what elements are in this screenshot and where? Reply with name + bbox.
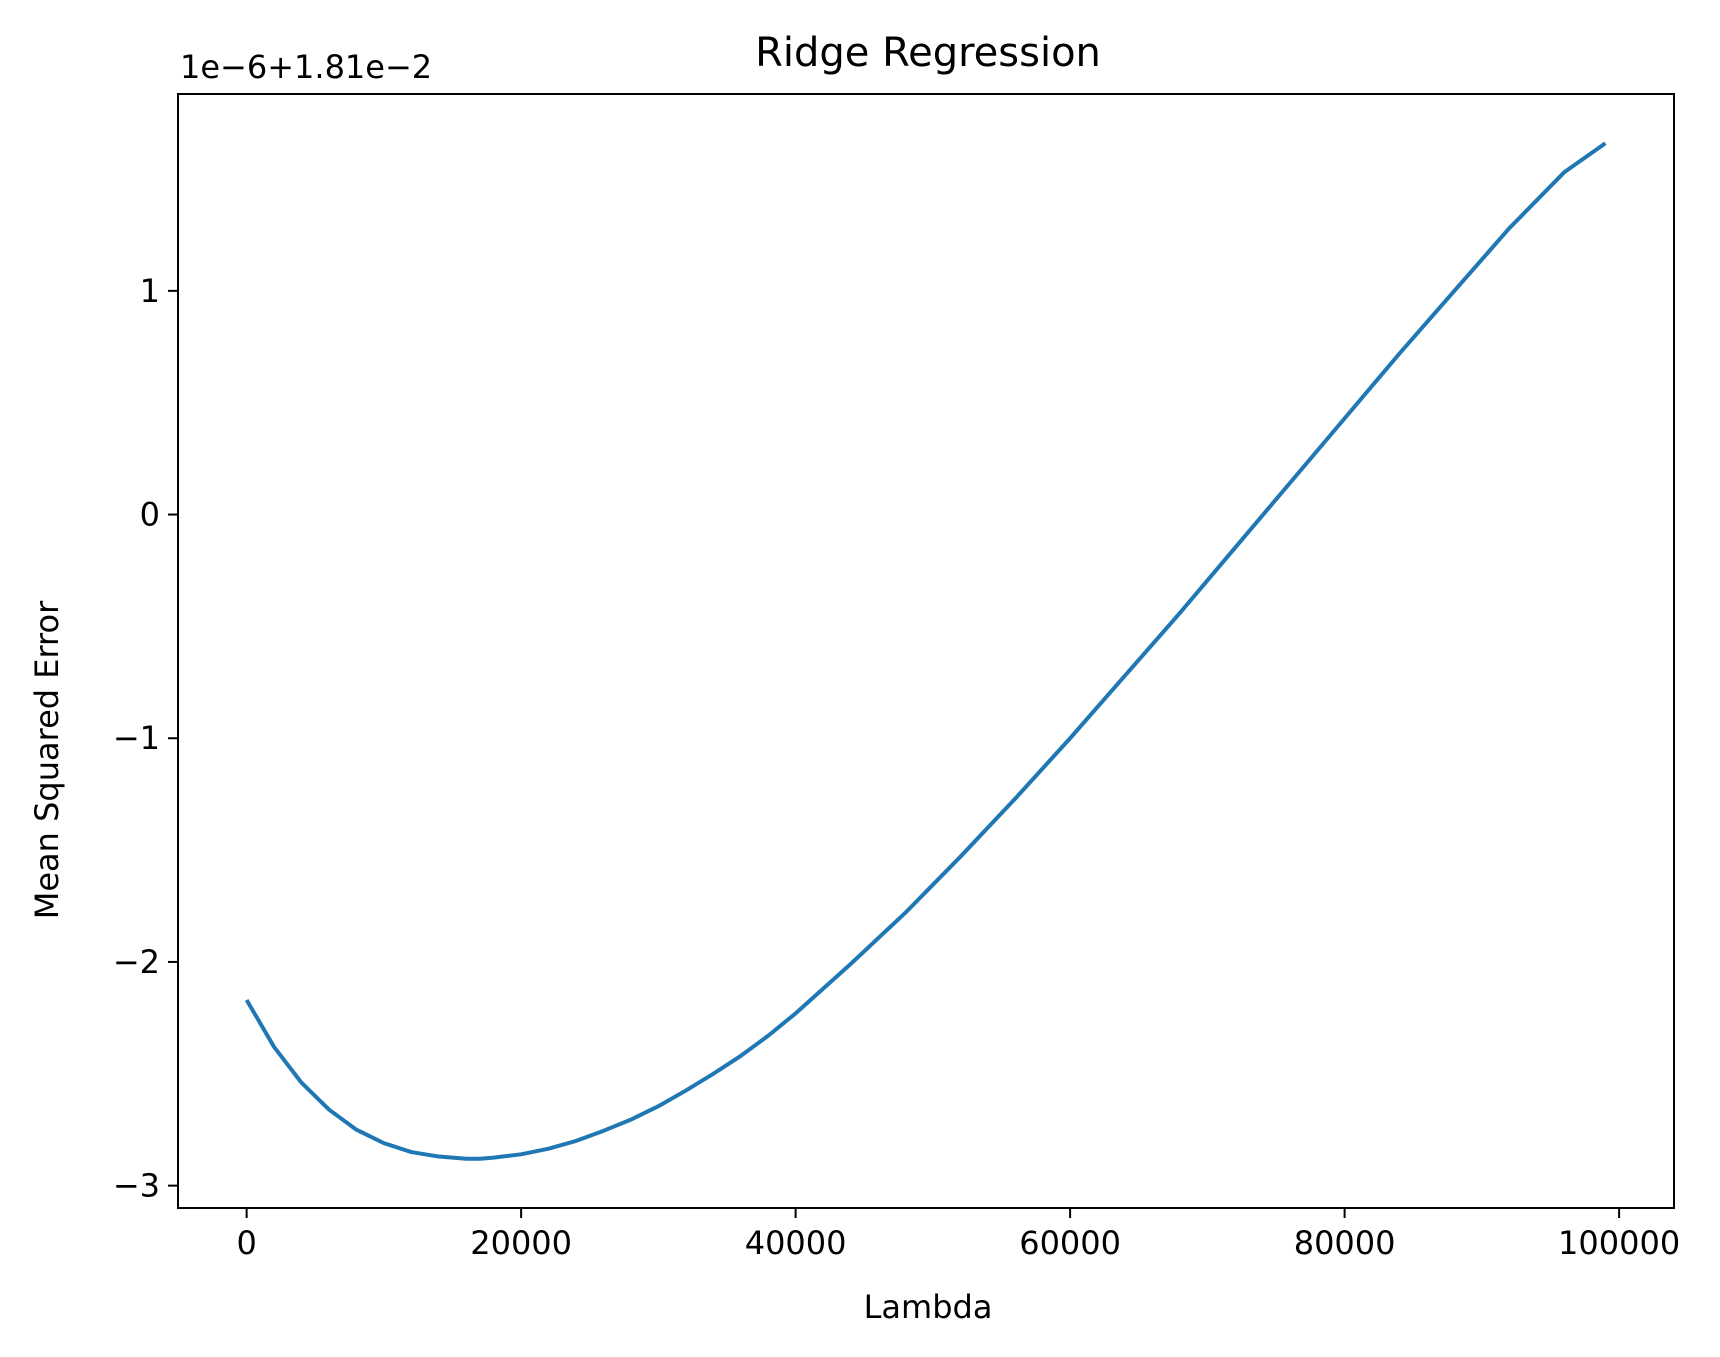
series-line-mse (244, 141, 1607, 1161)
x-axis-ticks: 0 20000 40000 60000 80000 100000 (236, 1208, 1680, 1262)
y-tick-label: −1 (113, 719, 160, 757)
y-tick-label: 1 (140, 272, 160, 310)
y-offset-label: 1e−6+1.81e−2 (180, 48, 432, 86)
chart-title: Ridge Regression (755, 30, 1101, 76)
x-tick-label: 20000 (470, 1224, 572, 1262)
y-tick-label: 0 (140, 496, 160, 534)
y-tick-label: −3 (113, 1167, 160, 1205)
y-tick-label: −2 (113, 943, 160, 981)
y-axis-title: Mean Squared Error (28, 600, 66, 919)
plot-area-frame (177, 93, 1675, 1209)
x-tick-label: 60000 (1019, 1224, 1121, 1262)
y-axis-ticks: −3 −2 −1 0 1 (113, 272, 178, 1205)
x-axis-title: Lambda (864, 1288, 993, 1326)
x-tick-label: 0 (236, 1224, 256, 1262)
x-tick-label: 80000 (1294, 1224, 1396, 1262)
x-tick-label: 40000 (745, 1224, 847, 1262)
x-tick-label: 100000 (1558, 1224, 1680, 1262)
